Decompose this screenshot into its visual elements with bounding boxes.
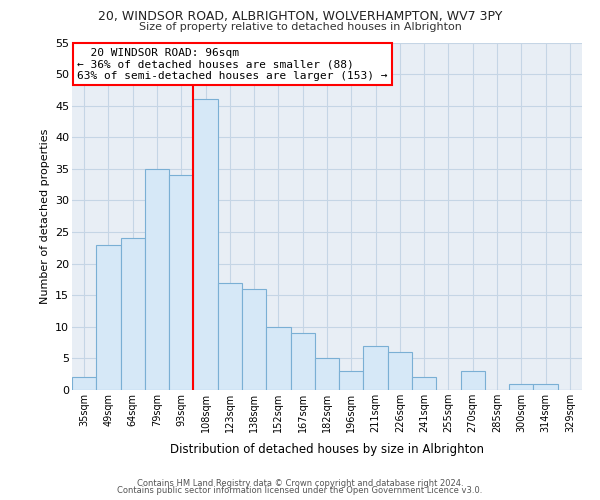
Text: 20, WINDSOR ROAD, ALBRIGHTON, WOLVERHAMPTON, WV7 3PY: 20, WINDSOR ROAD, ALBRIGHTON, WOLVERHAMP… xyxy=(98,10,502,23)
Y-axis label: Number of detached properties: Number of detached properties xyxy=(40,128,50,304)
Text: 20 WINDSOR ROAD: 96sqm
← 36% of detached houses are smaller (88)
63% of semi-det: 20 WINDSOR ROAD: 96sqm ← 36% of detached… xyxy=(77,48,388,81)
Bar xyxy=(412,378,436,390)
Bar xyxy=(364,346,388,390)
Bar xyxy=(169,175,193,390)
Bar xyxy=(533,384,558,390)
X-axis label: Distribution of detached houses by size in Albrighton: Distribution of detached houses by size … xyxy=(170,444,484,456)
Bar xyxy=(193,100,218,390)
Bar xyxy=(315,358,339,390)
Bar xyxy=(266,327,290,390)
Bar xyxy=(388,352,412,390)
Bar xyxy=(96,244,121,390)
Text: Contains public sector information licensed under the Open Government Licence v3: Contains public sector information licen… xyxy=(118,486,482,495)
Bar xyxy=(509,384,533,390)
Bar xyxy=(242,289,266,390)
Bar xyxy=(145,169,169,390)
Bar xyxy=(218,282,242,390)
Bar xyxy=(121,238,145,390)
Text: Contains HM Land Registry data © Crown copyright and database right 2024.: Contains HM Land Registry data © Crown c… xyxy=(137,478,463,488)
Bar xyxy=(461,371,485,390)
Bar xyxy=(339,371,364,390)
Text: Size of property relative to detached houses in Albrighton: Size of property relative to detached ho… xyxy=(139,22,461,32)
Bar xyxy=(72,378,96,390)
Bar xyxy=(290,333,315,390)
